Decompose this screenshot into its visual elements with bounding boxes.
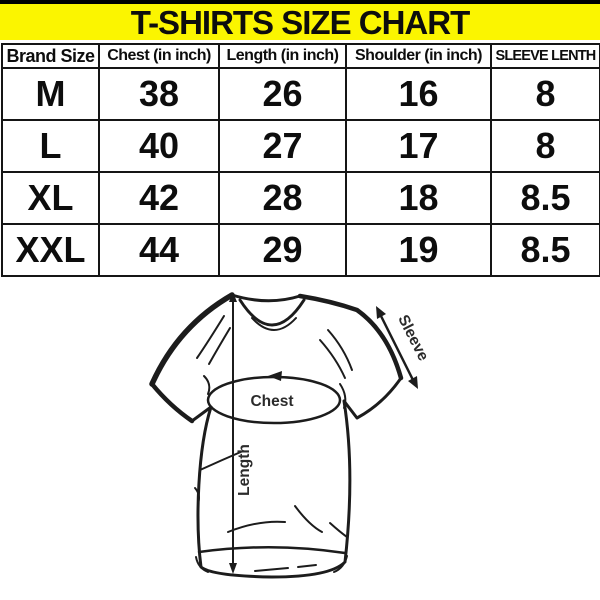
cell-size: XXL (1, 223, 100, 277)
table-header-row: Brand Size Chest (in inch) Length (in in… (1, 43, 600, 69)
hem-lines (195, 545, 348, 573)
cell-shoulder: 16 (345, 67, 492, 121)
cell-chest: 38 (98, 67, 220, 121)
page-title: T-SHIRTS SIZE CHART (130, 3, 471, 41)
collar-lines (238, 298, 306, 331)
tshirt-outline-drawing (149, 292, 404, 579)
cell-size: M (1, 67, 100, 121)
cell-shoulder: 18 (345, 171, 492, 225)
chest-label: Chest (250, 393, 293, 410)
cell-chest: 42 (98, 171, 220, 225)
cell-sleeve: 8.5 (490, 223, 600, 277)
chest-arrowhead (268, 371, 282, 381)
cell-size: L (1, 119, 100, 173)
title-band: T-SHIRTS SIZE CHART (0, 0, 600, 40)
col-header-length: Length (in inch) (218, 43, 347, 69)
cell-length: 28 (218, 171, 347, 225)
cell-shoulder: 17 (345, 119, 492, 173)
length-arrowhead-top (229, 292, 237, 302)
sleeve-arrow (376, 306, 418, 389)
wrinkle-lines (194, 315, 353, 538)
length-arrowhead-bottom (229, 563, 237, 574)
cell-length: 26 (218, 67, 347, 121)
length-label: Length (236, 444, 253, 496)
table-row-m: M 38 26 16 8 (1, 67, 600, 121)
cell-sleeve: 8 (490, 67, 600, 121)
cell-chest: 44 (98, 223, 220, 277)
cell-length: 29 (218, 223, 347, 277)
sleeve-arrowhead-top (376, 306, 386, 319)
cell-length: 27 (218, 119, 347, 173)
col-header-brand-size: Brand Size (1, 43, 100, 69)
size-table: Brand Size Chest (in inch) Length (in in… (1, 43, 600, 277)
cell-size: XL (1, 171, 100, 225)
cell-chest: 40 (98, 119, 220, 173)
table-row-l: L 40 27 17 8 (1, 119, 600, 173)
cell-sleeve: 8.5 (490, 171, 600, 225)
col-header-shoulder: Shoulder (in inch) (345, 43, 492, 69)
length-arrow (229, 292, 237, 574)
table-row-xl: XL 42 28 18 8.5 (1, 171, 600, 225)
col-header-chest: Chest (in inch) (98, 43, 220, 69)
cell-shoulder: 19 (345, 223, 492, 277)
col-header-sleeve-length: SLEEVE LENTH (490, 43, 600, 69)
tshirt-measurement-diagram: Length Chest Sleeve (149, 292, 432, 579)
sleeve-arrowhead-bottom (408, 376, 418, 389)
cell-sleeve: 8 (490, 119, 600, 173)
table-row-xxl: XXL 44 29 19 8.5 (1, 223, 600, 277)
chest-ellipse (206, 371, 342, 425)
